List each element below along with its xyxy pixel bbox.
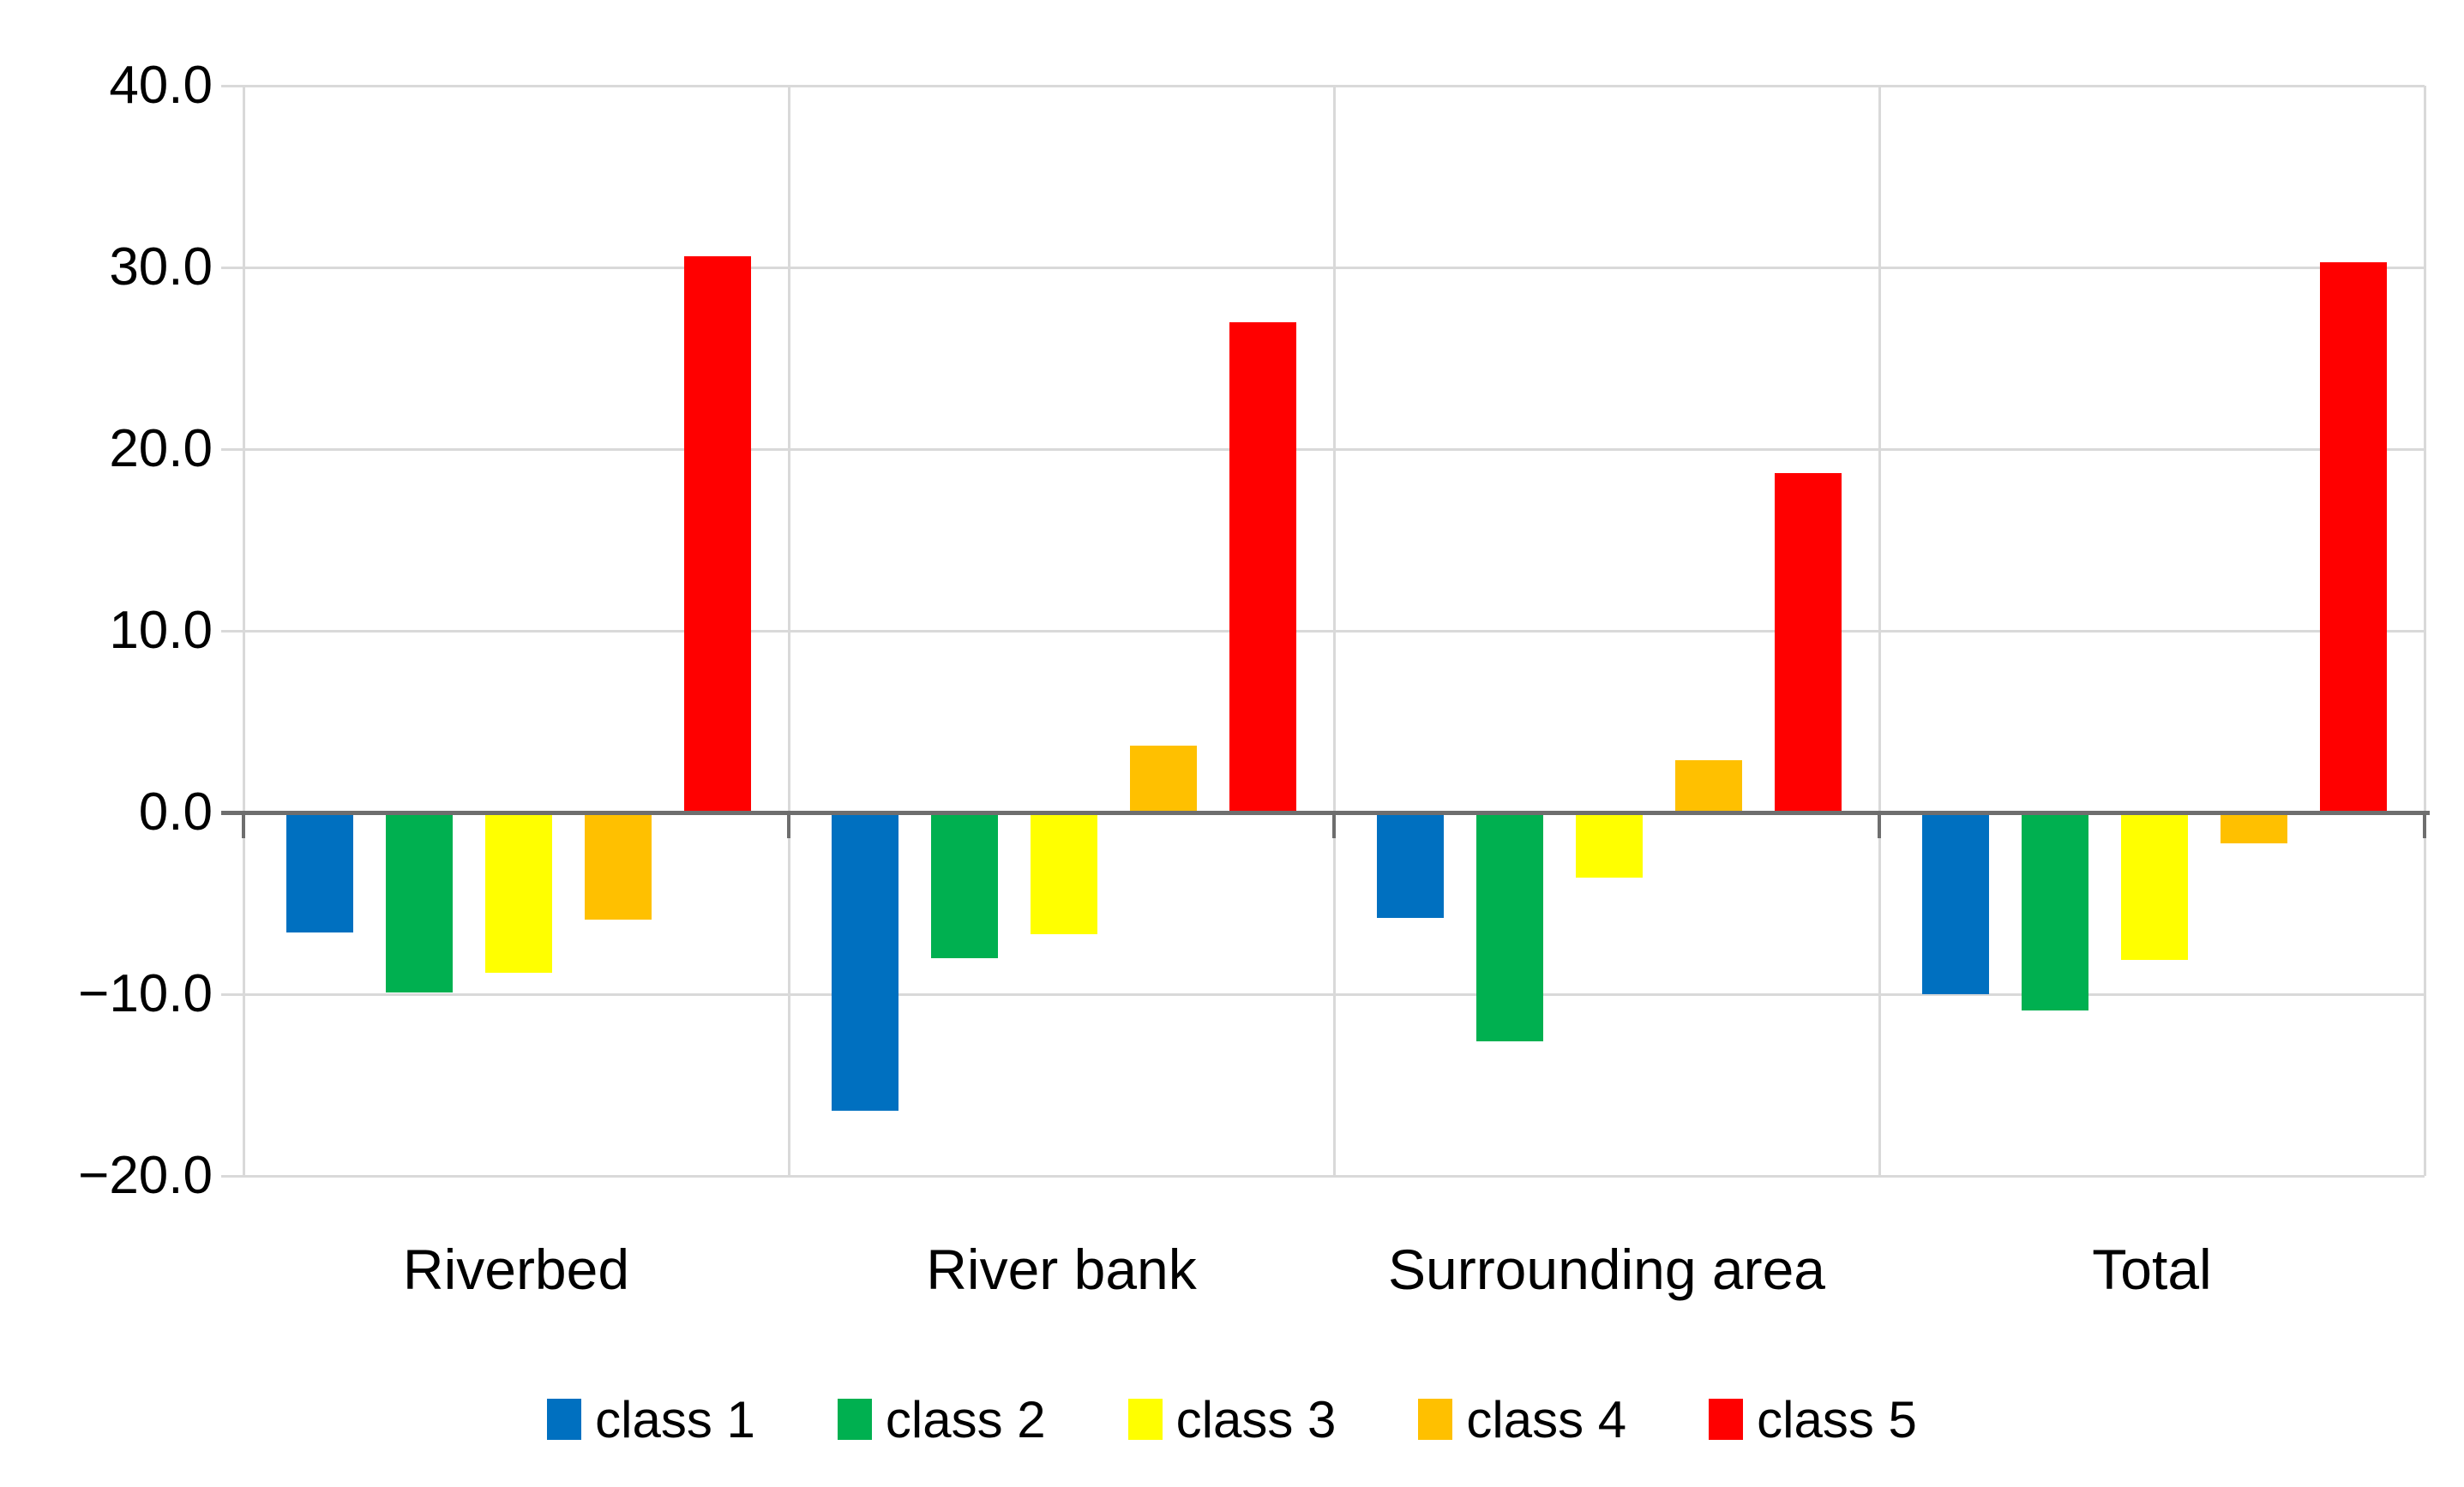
- legend-swatch-class-2: [837, 1399, 872, 1440]
- y-tick-label: 10.0: [109, 601, 213, 660]
- legend-label: class 1: [595, 1390, 755, 1448]
- bar-total-class-2: [2022, 812, 2088, 1011]
- legend-swatch-class-5: [1709, 1399, 1744, 1440]
- legend-label: class 5: [1757, 1390, 1917, 1448]
- y-axis-tick: [221, 1174, 243, 1178]
- y-axis-tick: [221, 266, 243, 269]
- legend-item-class-1: class 1: [547, 1390, 755, 1449]
- legend-swatch-class-1: [547, 1399, 582, 1440]
- category-label-surrounding-area: Surrounding area: [1387, 1238, 1826, 1301]
- x-axis-tick: [2423, 812, 2426, 838]
- bar-river-bank-class-2: [931, 812, 998, 958]
- legend-label: class 2: [885, 1390, 1046, 1448]
- bar-riverbed-class-2: [386, 812, 453, 992]
- y-tick-label: 20.0: [109, 419, 213, 478]
- bar-riverbed-class-1: [286, 812, 353, 932]
- y-axis-tick: [221, 84, 243, 87]
- bar-surrounding-area-class-1: [1377, 812, 1444, 918]
- legend-swatch-class-3: [1127, 1399, 1163, 1440]
- legend-label: class 3: [1175, 1390, 1337, 1448]
- y-tick-label: −10.0: [78, 964, 213, 1023]
- x-gridline: [2423, 86, 2426, 1176]
- x-axis-tick: [1878, 812, 1881, 838]
- y-axis-tick: [221, 447, 243, 451]
- x-axis-tick: [1332, 812, 1336, 838]
- y-gridline: [243, 1174, 2425, 1178]
- x-gridline: [1878, 86, 1881, 1176]
- bar-total-class-4: [2221, 812, 2287, 844]
- legend-swatch-class-4: [1418, 1399, 1453, 1440]
- y-axis-tick: [221, 629, 243, 633]
- legend-label: class 4: [1466, 1390, 1627, 1448]
- bar-surrounding-area-class-3: [1576, 812, 1643, 878]
- category-label-total: Total: [2092, 1238, 2212, 1301]
- bar-total-class-3: [2121, 812, 2188, 960]
- bar-river-bank-class-1: [832, 812, 898, 1111]
- y-tick-label: −20.0: [78, 1146, 213, 1205]
- legend-item-class-5: class 5: [1709, 1390, 1917, 1449]
- bar-river-bank-class-4: [1130, 745, 1197, 812]
- y-tick-label: 0.0: [138, 782, 213, 842]
- category-label-river-bank: River bank: [926, 1238, 1197, 1301]
- bar-surrounding-area-class-2: [1476, 812, 1543, 1042]
- category-label-riverbed: Riverbed: [402, 1238, 630, 1301]
- legend-item-class-3: class 3: [1127, 1390, 1337, 1449]
- x-gridline: [1332, 86, 1336, 1176]
- x-gridline: [787, 86, 790, 1176]
- y-tick-label: 30.0: [109, 237, 213, 297]
- x-axis-tick: [242, 812, 245, 838]
- bar-total-class-1: [1922, 812, 1989, 994]
- bar-river-bank-class-3: [1031, 812, 1097, 935]
- y-axis-tick: [221, 992, 243, 996]
- x-axis-zero-line: [221, 810, 2430, 815]
- legend-item-class-4: class 4: [1418, 1390, 1626, 1449]
- x-gridline: [242, 86, 245, 1176]
- bar-total-class-5: [2320, 261, 2387, 812]
- x-axis-tick: [787, 812, 790, 838]
- bar-riverbed-class-3: [485, 812, 552, 973]
- bar-surrounding-area-class-5: [1775, 472, 1842, 812]
- bar-riverbed-class-5: [684, 256, 751, 812]
- y-tick-label: 40.0: [109, 56, 213, 115]
- bar-surrounding-area-class-4: [1675, 759, 1742, 812]
- bar-riverbed-class-4: [585, 812, 652, 920]
- legend: class 1 class 2 class 3 class 4 class 5: [0, 1378, 2464, 1460]
- legend-item-class-2: class 2: [837, 1390, 1046, 1449]
- bar-river-bank-class-5: [1229, 321, 1296, 812]
